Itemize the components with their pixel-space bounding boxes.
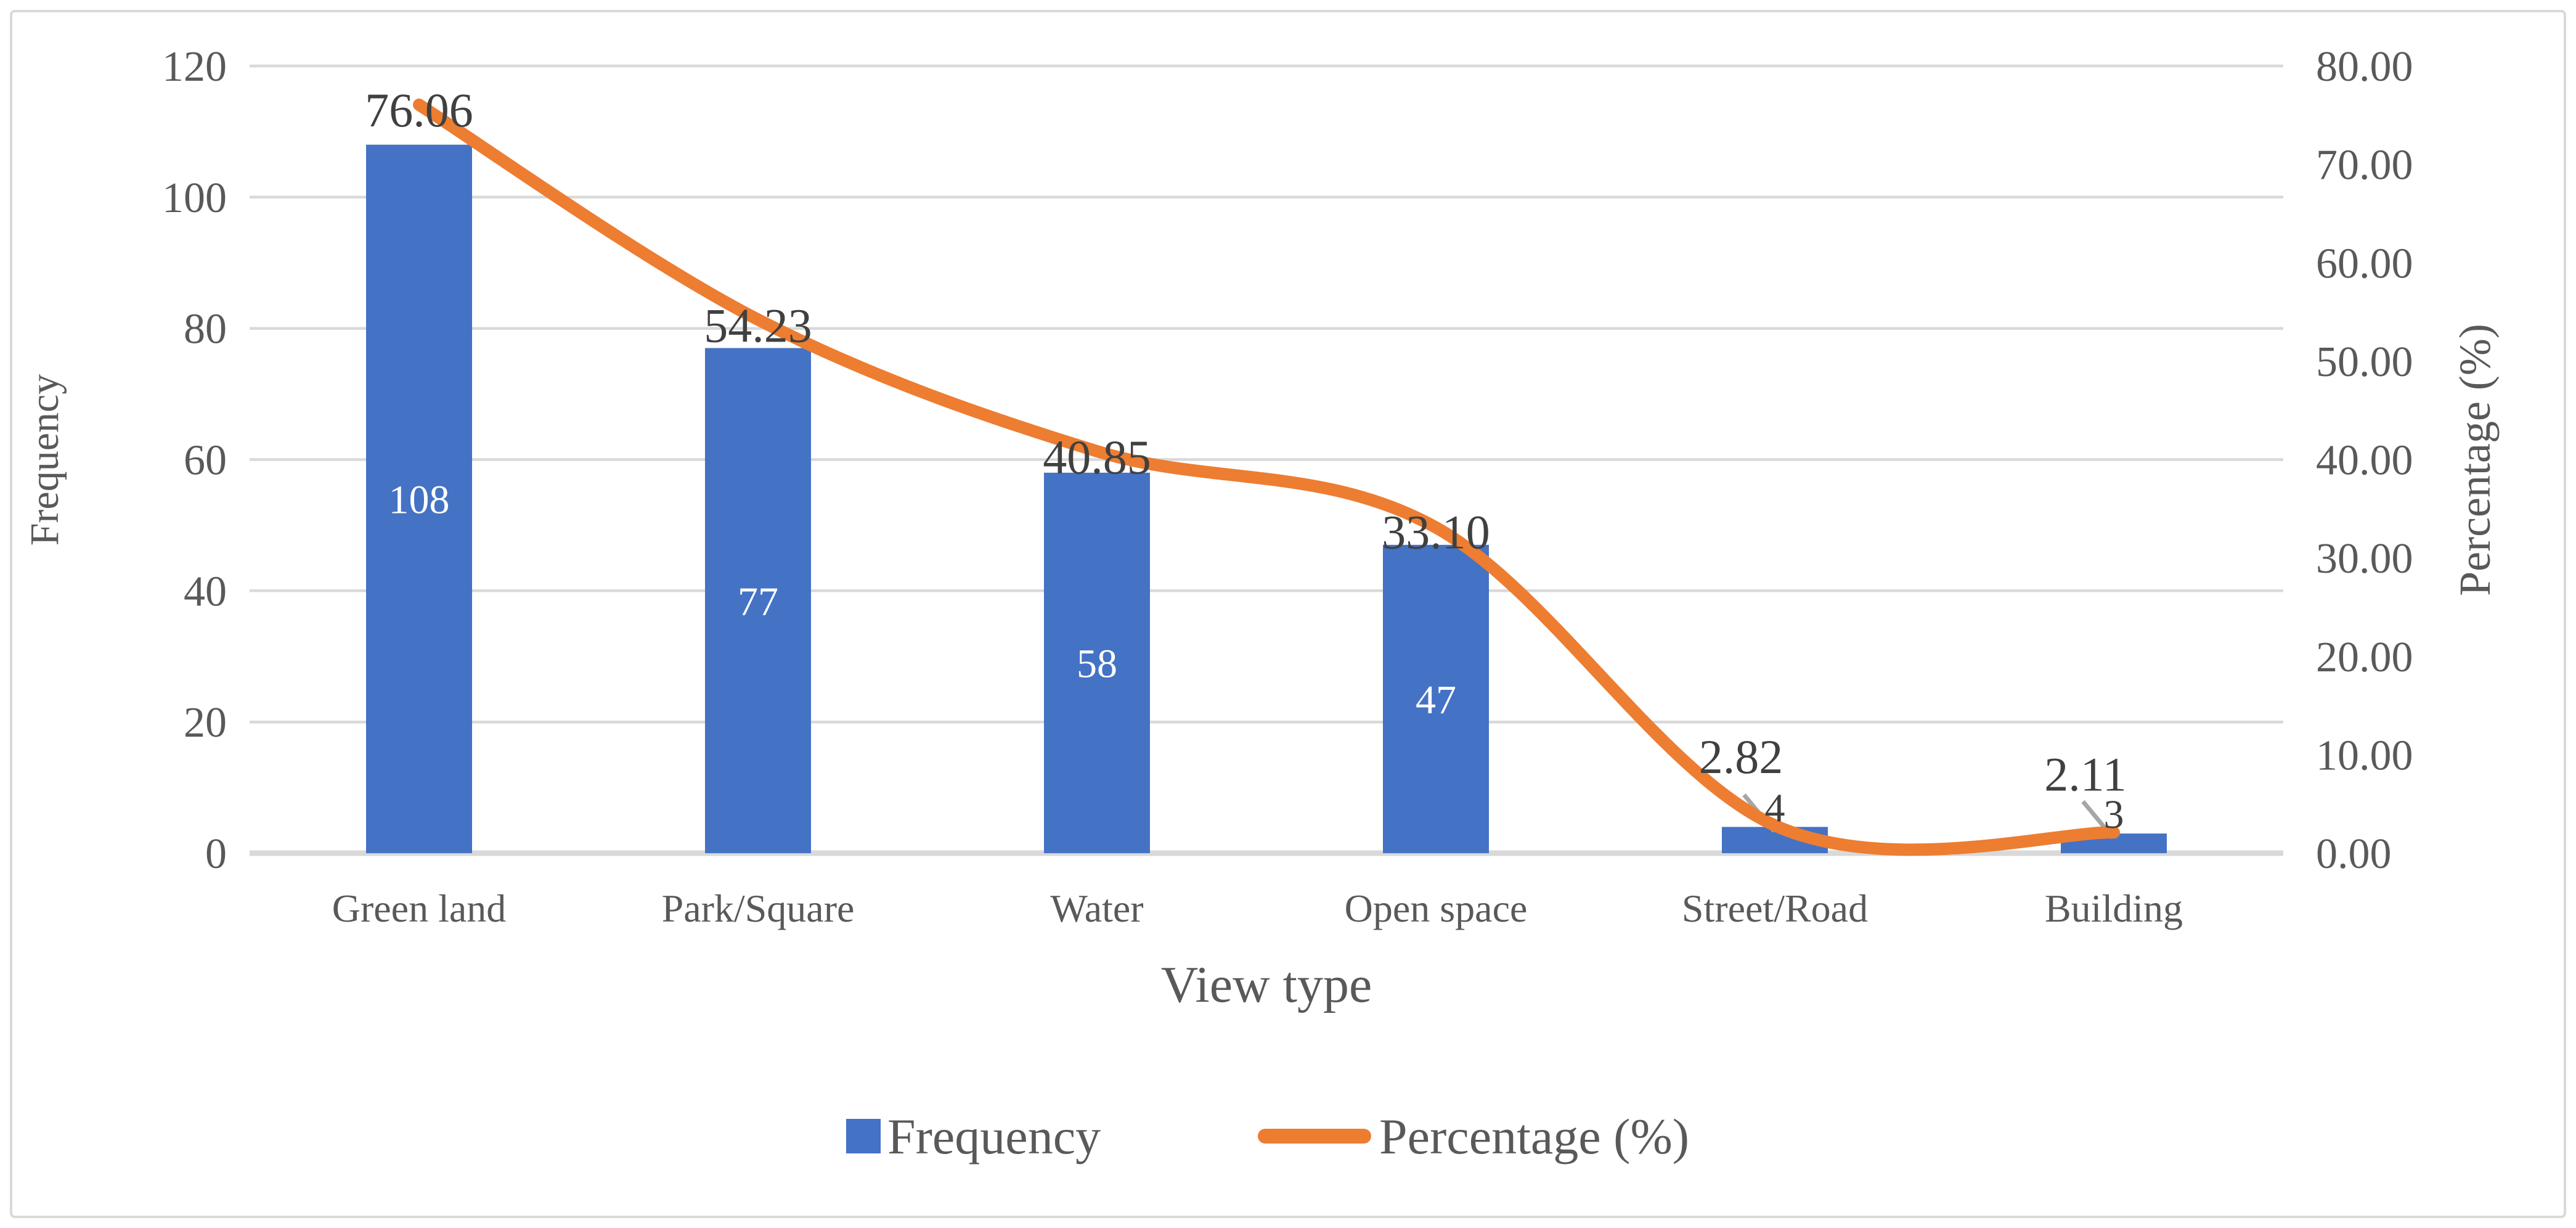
bar-3 — [1383, 544, 1489, 853]
bar-label-4: 4 — [1765, 785, 1785, 830]
legend-label-frequency: Frequency — [887, 1108, 1101, 1165]
line-label-5: 2.11 — [2044, 747, 2127, 801]
bar-1 — [705, 348, 811, 853]
category-label-2: Water — [1050, 886, 1143, 930]
legend: Frequency Percentage (%) — [846, 1108, 1689, 1165]
line-series — [413, 98, 2120, 856]
left-tick-label-4: 80 — [184, 306, 227, 353]
bar-label-0: 108 — [389, 477, 450, 522]
left-tick-label-3: 60 — [184, 437, 227, 485]
bar-series — [366, 144, 2167, 854]
category-label-0: Green land — [332, 886, 507, 930]
category-label-4: Street/Road — [1682, 886, 1868, 930]
line-label-4: 2.82 — [1699, 730, 1783, 784]
line-label-2: 40.85 — [1043, 430, 1151, 484]
bar-2 — [1044, 472, 1150, 853]
category-label-5: Building — [2045, 886, 2183, 930]
bar-0 — [366, 144, 472, 854]
bar-label-1: 77 — [738, 579, 778, 624]
left-tick-label-6: 120 — [162, 43, 227, 91]
right-tick-label-6: 60.00 — [2316, 240, 2413, 287]
bar-label-5: 3 — [2104, 792, 2124, 837]
right-tick-label-0: 0.00 — [2316, 830, 2392, 878]
percentage-line — [413, 98, 2120, 856]
bar-value-labels: 108 77 58 47 4 3 — [389, 477, 2124, 837]
left-tick-label-1: 20 — [184, 699, 227, 747]
bar-label-3: 47 — [1416, 677, 1456, 722]
line-label-0: 76.06 — [365, 83, 473, 137]
line-value-labels: 76.06 54.23 40.85 33.10 2.82 2.11 — [365, 83, 2127, 801]
right-tick-label-3: 30.00 — [2316, 535, 2413, 583]
right-axis-tick-labels: 0.00 10.00 20.00 30.00 40.00 50.00 60.00 70.00 8… — [2316, 43, 2413, 878]
category-label-3: Open space — [1345, 886, 1528, 930]
legend-swatch-frequency — [846, 1119, 881, 1153]
right-tick-label-8: 80.00 — [2316, 43, 2413, 91]
figure-border — [10, 10, 2566, 1218]
right-axis-title: Percentage (%) — [2450, 324, 2500, 596]
left-tick-label-0: 0 — [205, 830, 227, 878]
left-axis-title: Frequency — [22, 374, 67, 546]
right-tick-label-7: 70.00 — [2316, 142, 2413, 189]
right-tick-label-1: 10.00 — [2316, 732, 2413, 779]
x-axis-category-labels: Green land Park/Square Water Open space Stre… — [332, 886, 2183, 930]
category-label-1: Park/Square — [662, 886, 855, 930]
legend-label-percentage: Percentage (%) — [1379, 1108, 1689, 1165]
line-label-1: 54.23 — [704, 298, 812, 352]
left-axis-tick-labels: 0 20 40 60 80 100 120 — [162, 43, 227, 878]
left-tick-label-5: 100 — [162, 174, 227, 222]
line-label-3: 33.10 — [1382, 506, 1490, 559]
right-tick-label-5: 50.00 — [2316, 338, 2413, 386]
bar-label-2: 58 — [1077, 641, 1117, 686]
left-tick-label-2: 40 — [184, 568, 227, 615]
right-tick-label-2: 20.00 — [2316, 634, 2413, 681]
x-axis-title: View type — [1161, 956, 1372, 1013]
right-tick-label-4: 40.00 — [2316, 437, 2413, 485]
